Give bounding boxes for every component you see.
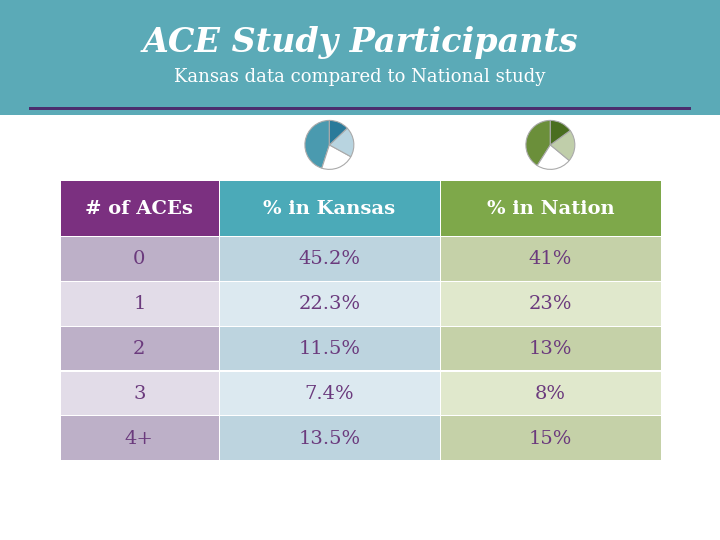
Wedge shape: [537, 145, 570, 170]
Bar: [441, 282, 661, 326]
Text: 41%: 41%: [528, 251, 572, 268]
Text: 1: 1: [133, 295, 145, 313]
Text: 23%: 23%: [528, 295, 572, 313]
Bar: [61, 282, 219, 326]
Bar: [441, 372, 661, 415]
Text: 22.3%: 22.3%: [298, 295, 361, 313]
Wedge shape: [329, 128, 354, 157]
Bar: [61, 327, 219, 370]
Bar: [61, 416, 219, 460]
Bar: [220, 237, 440, 281]
Text: 45.2%: 45.2%: [298, 251, 361, 268]
Bar: [61, 372, 219, 415]
Text: 11.5%: 11.5%: [298, 340, 361, 358]
Wedge shape: [550, 120, 570, 145]
Text: % in Nation: % in Nation: [487, 200, 614, 218]
Text: 13.5%: 13.5%: [298, 430, 361, 448]
Bar: [441, 237, 661, 281]
Text: 13%: 13%: [528, 340, 572, 358]
Text: 8%: 8%: [535, 385, 566, 403]
Bar: [220, 327, 440, 370]
Text: 7.4%: 7.4%: [305, 385, 354, 403]
Bar: [61, 237, 219, 281]
Text: ACE Study Participants: ACE Study Participants: [142, 25, 578, 59]
Text: 0: 0: [133, 251, 145, 268]
Bar: [220, 181, 440, 236]
Bar: [220, 372, 440, 415]
Text: # of ACEs: # of ACEs: [86, 200, 193, 218]
Wedge shape: [329, 120, 347, 145]
Bar: [441, 327, 661, 370]
Wedge shape: [305, 120, 329, 168]
Wedge shape: [526, 120, 550, 166]
Text: 4+: 4+: [125, 430, 154, 448]
Text: 2: 2: [133, 340, 145, 358]
Text: Kansas data compared to National study: Kansas data compared to National study: [174, 68, 546, 86]
Bar: [61, 181, 219, 236]
Text: 3: 3: [133, 385, 145, 403]
Bar: [441, 181, 661, 236]
Wedge shape: [322, 145, 351, 170]
Wedge shape: [550, 131, 575, 160]
Text: 15%: 15%: [528, 430, 572, 448]
Bar: [220, 282, 440, 326]
Bar: [441, 416, 661, 460]
Text: % in Kansas: % in Kansas: [264, 200, 395, 218]
Bar: [220, 416, 440, 460]
